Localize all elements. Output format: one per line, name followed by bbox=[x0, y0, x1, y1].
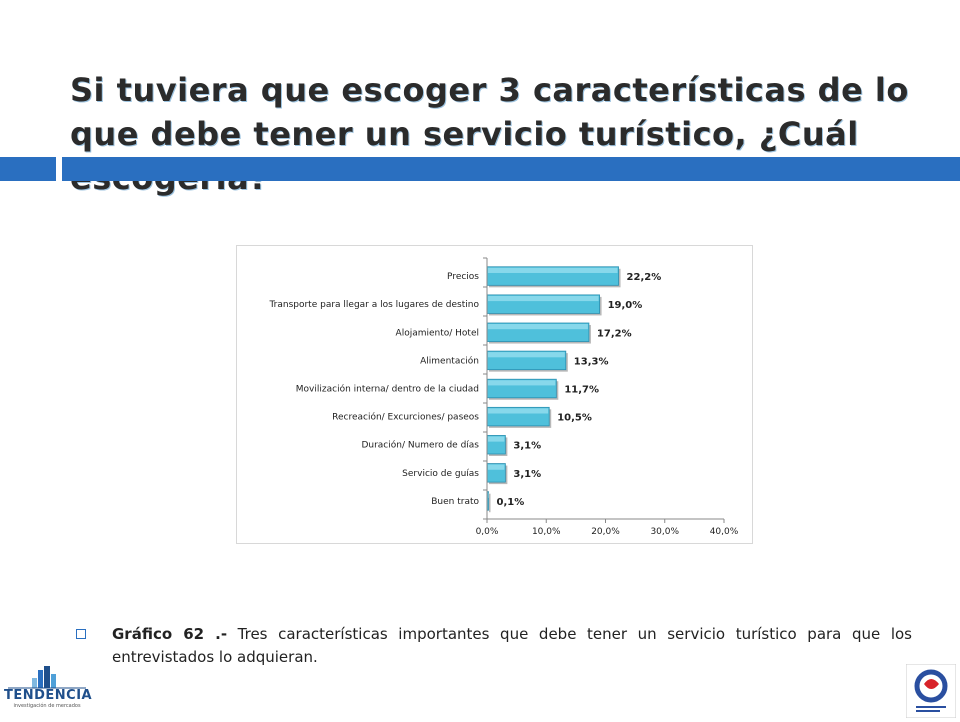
logo-left-tagline: investigación de mercados bbox=[13, 703, 81, 709]
bar-chart: Precios 22,2% Transporte para llegar a los… bbox=[236, 245, 753, 544]
logo-left-name: TENDENCIA bbox=[4, 688, 93, 703]
category-label: Movilización interna/ dentro de la ciuda… bbox=[296, 384, 479, 395]
chart-caption: Gráfico 62 .- Tres características impor… bbox=[112, 623, 912, 669]
page-title: Si tuviera que escoger 3 características… bbox=[70, 71, 909, 197]
data-label: 11,7% bbox=[564, 385, 599, 396]
bar-highlight bbox=[488, 324, 588, 330]
category-label: Duración/ Numero de días bbox=[361, 440, 479, 451]
bar-highlight bbox=[488, 267, 618, 273]
quito-turismo-logo bbox=[905, 663, 957, 719]
data-label: 22,2% bbox=[627, 272, 662, 283]
caption-text: Tres características importantes que deb… bbox=[112, 625, 912, 666]
category-label: Alimentación bbox=[420, 355, 479, 366]
bar-highlight bbox=[488, 436, 505, 442]
category-label: Recreación/ Excurciones/ paseos bbox=[332, 412, 479, 423]
data-label: 13,3% bbox=[574, 356, 609, 367]
bar-highlight bbox=[488, 464, 505, 470]
bar-shadow bbox=[489, 493, 491, 513]
bar-chart-svg: Precios 22,2% Transporte para llegar a los… bbox=[268, 257, 739, 537]
data-label: 19,0% bbox=[608, 300, 643, 311]
bars-layer bbox=[486, 266, 621, 513]
x-tick-label: 10,0% bbox=[532, 527, 561, 537]
caption-label: Gráfico 62 .- bbox=[112, 625, 228, 643]
tendencia-logo: TENDENCIA investigación de mercados bbox=[4, 666, 93, 716]
data-label: 10,5% bbox=[557, 413, 592, 424]
category-label: Precios bbox=[447, 272, 479, 282]
bar-highlight bbox=[488, 492, 489, 498]
accent-bar-left bbox=[0, 157, 56, 181]
category-label: Buen trato bbox=[431, 497, 479, 507]
data-label: 17,2% bbox=[597, 328, 632, 339]
data-label: 3,1% bbox=[513, 469, 541, 480]
x-tick-label: 40,0% bbox=[710, 527, 739, 537]
bullet-icon bbox=[76, 629, 86, 639]
bar-highlight bbox=[488, 295, 599, 302]
category-label: Transporte para llegar a los lugares de … bbox=[268, 300, 479, 310]
quito-turismo-emblem-icon bbox=[905, 663, 957, 719]
data-label: 3,1% bbox=[513, 441, 541, 452]
category-label: Alojamiento/ Hotel bbox=[396, 328, 479, 338]
x-tick-label: 20,0% bbox=[591, 527, 620, 537]
category-label: Servicio de guías bbox=[402, 469, 479, 479]
x-tick-label: 30,0% bbox=[650, 527, 679, 537]
bar-highlight bbox=[488, 408, 549, 414]
axis-layer: 0,0% 10,0% 20,0% 30,0% 40,0% bbox=[476, 257, 739, 537]
bar-highlight bbox=[488, 380, 556, 386]
x-tick-label: 0,0% bbox=[476, 527, 499, 537]
city-skyline-icon bbox=[8, 666, 86, 689]
data-label: 0,1% bbox=[497, 497, 525, 508]
labels-layer: Precios 22,2% Transporte para llegar a los… bbox=[268, 272, 661, 508]
accent-bar-right bbox=[62, 157, 960, 181]
bar-highlight bbox=[488, 352, 565, 358]
